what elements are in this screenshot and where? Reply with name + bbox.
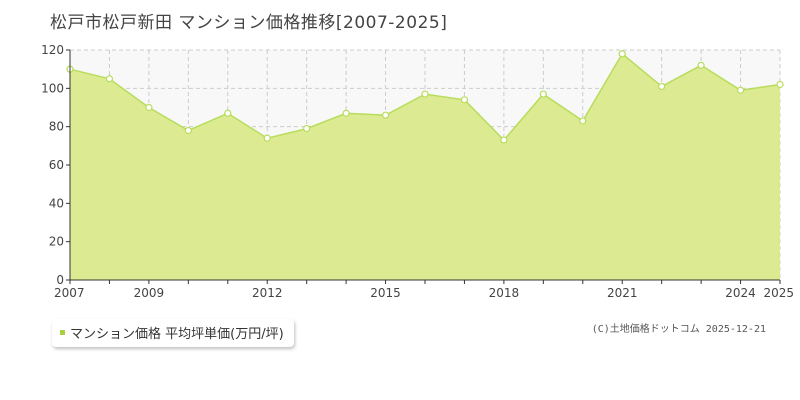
chart-svg: 0 20 40 60 80 100 120 2007 2009 2012 2015 2018 2021…	[41, 43, 794, 300]
data-point	[184, 126, 192, 135]
x-tick-label: 2021	[607, 286, 638, 300]
price-area	[70, 53, 780, 280]
data-point	[500, 136, 508, 144]
data-point	[697, 61, 705, 69]
x-tick-label: 2024	[725, 286, 756, 300]
y-tick-labels: 0 20 40 60 80 100 120	[41, 43, 64, 287]
x-tick-label: 2007	[54, 286, 85, 300]
y-tick-label: 40	[49, 196, 64, 210]
data-point	[105, 75, 114, 83]
y-tick-label: 60	[49, 158, 64, 172]
data-point	[224, 109, 232, 117]
data-point	[381, 111, 390, 119]
data-point	[303, 124, 311, 133]
data-point	[658, 82, 666, 91]
y-tick-label: 80	[49, 120, 64, 134]
data-point	[579, 117, 587, 125]
data-point	[618, 50, 626, 58]
data-points	[66, 50, 784, 144]
axes	[66, 49, 781, 284]
y-tick-label: 100	[41, 81, 64, 95]
legend-marker	[60, 330, 65, 335]
data-point	[460, 96, 469, 104]
y-tick-label: 120	[41, 43, 64, 57]
data-point	[736, 86, 745, 94]
x-tick-label: 2015	[370, 286, 401, 300]
y-tick-label: 20	[49, 235, 64, 249]
data-point	[539, 90, 547, 98]
data-point	[421, 90, 429, 98]
x-tick-label: 2009	[134, 286, 165, 300]
data-point	[263, 134, 271, 142]
copyright-text: (C)土地価格ドットコム 2025-12-21	[591, 324, 766, 335]
legend-label: マンション価格 平均坪単価(万円/坪)	[70, 327, 284, 342]
y-tick-label: 0	[56, 273, 64, 287]
data-point	[776, 80, 784, 89]
x-tick-label: 2025	[763, 286, 794, 300]
chart-title: 松戸市松戸新田 マンション価格推移[2007-2025]	[50, 13, 448, 33]
x-tick-label: 2018	[489, 286, 520, 300]
x-tick-label: 2012	[252, 286, 283, 300]
data-point	[145, 103, 153, 112]
data-point	[342, 109, 350, 117]
x-tick-labels: 2007 2009 2012 2015 2018 2021 2024 2025	[54, 286, 794, 300]
legend: マンション価格 平均坪単価(万円/坪)	[52, 319, 294, 347]
